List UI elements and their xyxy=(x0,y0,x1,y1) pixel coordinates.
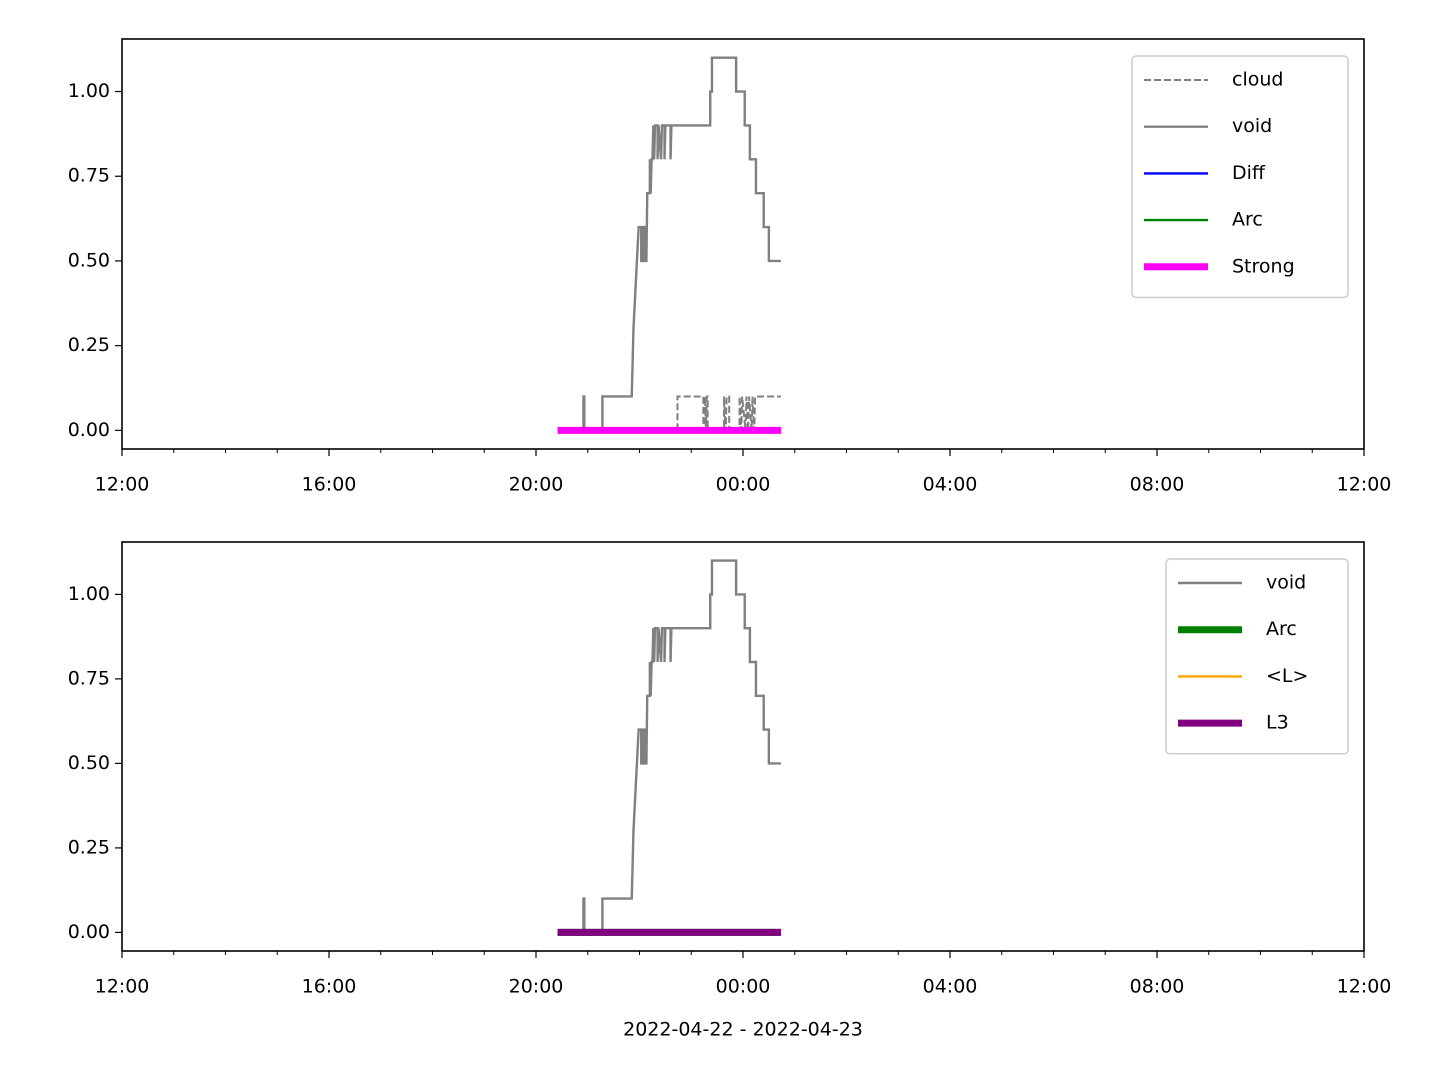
series-line xyxy=(557,56,781,432)
x-tick-label: 16:00 xyxy=(302,976,357,998)
legend-box xyxy=(1131,55,1349,299)
x-tick-label: 12:00 xyxy=(1337,976,1392,998)
legend-label: Arc xyxy=(1266,618,1297,640)
legend-label: Arc xyxy=(1232,209,1263,231)
legend-label: void xyxy=(1266,572,1306,594)
y-tick-label: 0.25 xyxy=(68,836,110,858)
legend-label: <L> xyxy=(1266,665,1308,687)
legend-label: Strong xyxy=(1232,255,1295,277)
x-tick-label: 12:00 xyxy=(95,976,150,998)
axes-frame xyxy=(121,38,1365,450)
axes-frame xyxy=(121,541,1365,952)
y-tick-label: 0.75 xyxy=(68,667,110,689)
x-tick-label: 20:00 xyxy=(509,474,564,496)
legend-label: void xyxy=(1232,115,1272,137)
y-tick-label: 0.00 xyxy=(68,921,110,943)
legend-label: cloud xyxy=(1232,69,1283,91)
legend-label: L3 xyxy=(1266,712,1289,734)
legend-box xyxy=(1165,558,1349,755)
x-tick-label: 08:00 xyxy=(1130,474,1185,496)
x-tick-label: 20:00 xyxy=(509,976,564,998)
y-tick-label: 1.00 xyxy=(68,80,110,102)
plot-area xyxy=(557,559,781,936)
plot-area xyxy=(557,56,781,434)
y-tick-label: 0.00 xyxy=(68,419,110,441)
x-tick-label: 04:00 xyxy=(923,976,978,998)
x-tick-label: 00:00 xyxy=(716,976,771,998)
x-tick-label: 08:00 xyxy=(1130,976,1185,998)
y-tick-label: 0.50 xyxy=(68,249,110,271)
series-line xyxy=(557,559,781,934)
x-tick-label: 00:00 xyxy=(716,474,771,496)
series-line xyxy=(557,395,781,432)
x-tick-label: 12:00 xyxy=(95,474,150,496)
x-tick-label: 04:00 xyxy=(923,474,978,496)
y-tick-label: 0.50 xyxy=(68,752,110,774)
x-axis-label: 2022-04-22 - 2022-04-23 xyxy=(623,1019,863,1041)
y-tick-label: 1.00 xyxy=(68,583,110,605)
x-tick-label: 16:00 xyxy=(302,474,357,496)
y-tick-label: 0.75 xyxy=(68,165,110,187)
y-tick-label: 0.25 xyxy=(68,334,110,356)
legend-label: Diff xyxy=(1232,162,1266,184)
x-tick-label: 12:00 xyxy=(1337,474,1392,496)
